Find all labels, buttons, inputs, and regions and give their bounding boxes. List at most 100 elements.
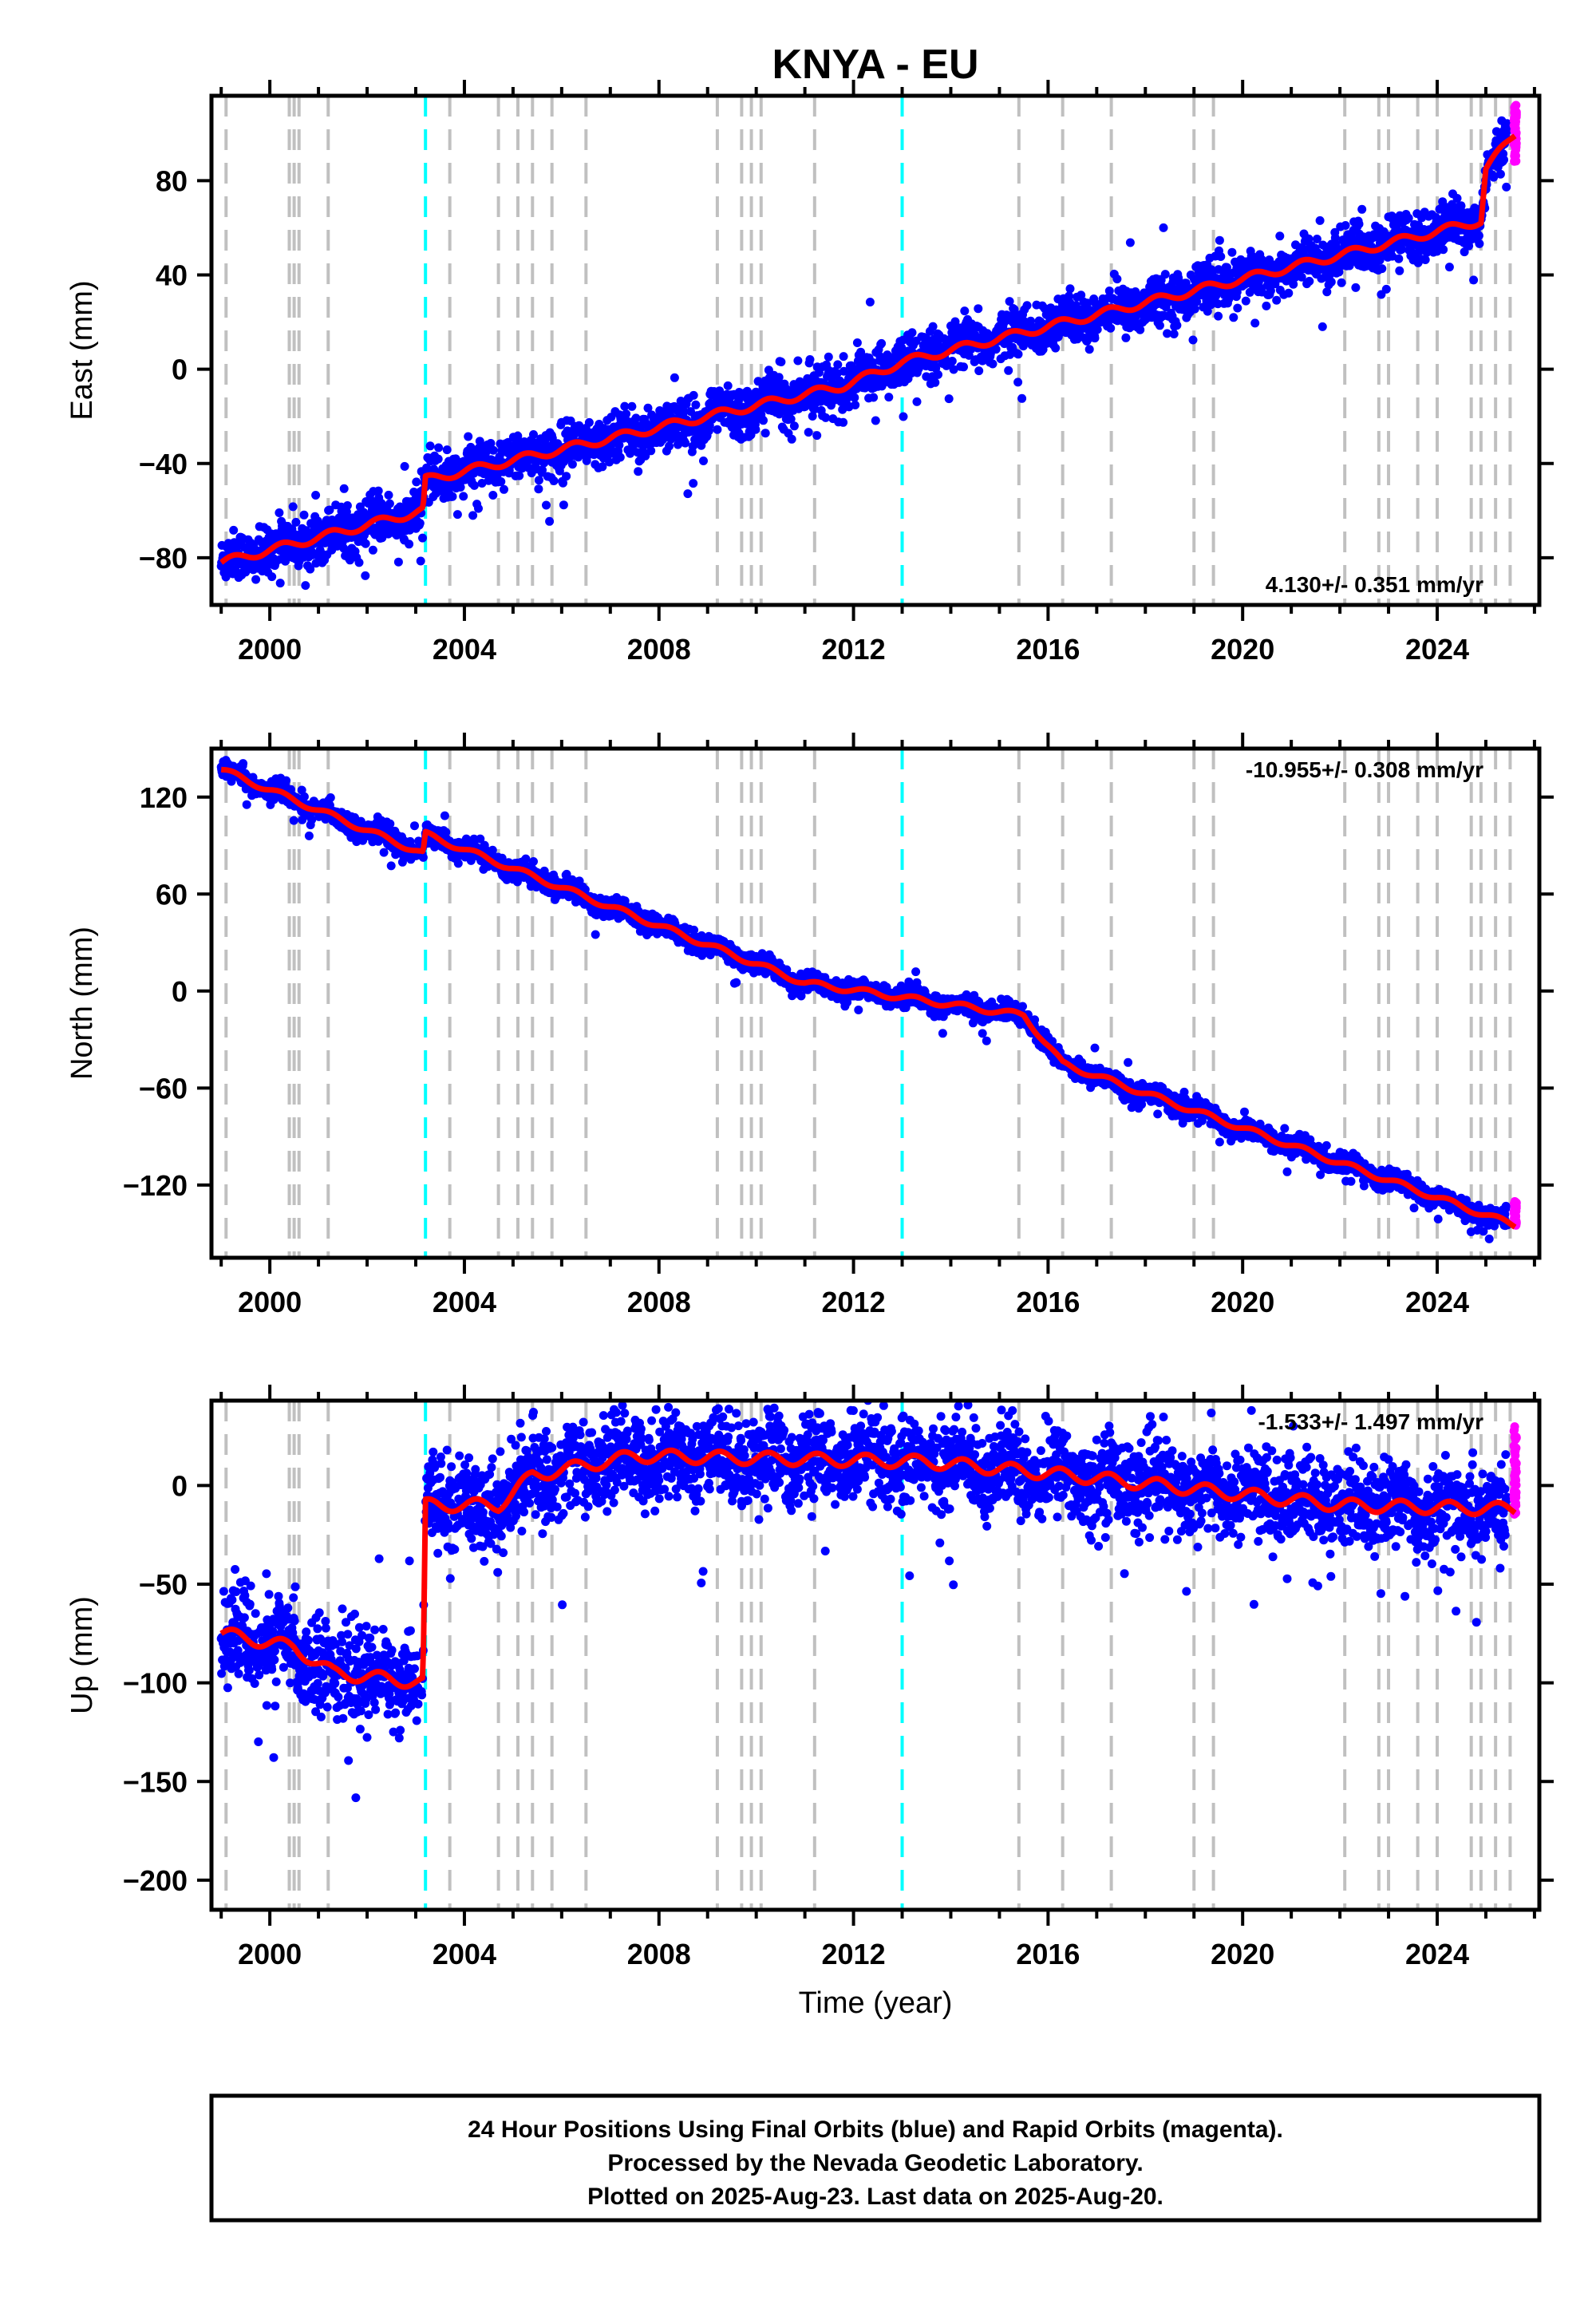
final-orbit-point bbox=[410, 821, 419, 831]
final-orbit-point bbox=[1474, 231, 1483, 240]
final-orbit-point bbox=[434, 443, 444, 453]
final-orbit-point bbox=[812, 431, 822, 441]
final-orbit-point bbox=[477, 479, 487, 488]
final-orbit-point bbox=[1317, 322, 1327, 331]
final-orbit-point bbox=[418, 852, 428, 862]
final-orbit-point bbox=[529, 430, 538, 439]
final-orbit-point bbox=[251, 575, 261, 584]
final-orbit-point bbox=[631, 413, 641, 423]
final-orbit-point bbox=[562, 472, 571, 481]
final-orbit-point bbox=[538, 465, 547, 475]
rapid-orbit-point bbox=[1510, 148, 1519, 157]
final-orbit-point bbox=[723, 381, 733, 390]
final-orbit-point bbox=[1013, 350, 1023, 359]
final-orbit-point bbox=[1233, 303, 1242, 313]
final-orbit-point bbox=[559, 500, 568, 510]
final-orbit-point bbox=[928, 322, 938, 331]
final-orbit-point bbox=[899, 412, 908, 421]
final-orbit-point bbox=[1315, 215, 1325, 225]
y-tick-label: 40 bbox=[156, 259, 188, 291]
final-orbit-point bbox=[1495, 169, 1505, 179]
final-orbit-point bbox=[713, 425, 722, 434]
final-orbit-point bbox=[689, 390, 698, 400]
final-orbit-point bbox=[665, 441, 674, 451]
final-orbit-point bbox=[1241, 296, 1250, 306]
final-orbit-point bbox=[620, 401, 630, 411]
final-orbit-point bbox=[789, 421, 799, 431]
final-orbit-point bbox=[1452, 194, 1462, 203]
final-orbit-point bbox=[385, 499, 394, 508]
final-orbit-point bbox=[1469, 275, 1479, 285]
final-orbit-point bbox=[433, 454, 443, 464]
final-orbit-point bbox=[974, 366, 984, 376]
final-orbit-point bbox=[453, 859, 463, 868]
final-orbit-point bbox=[368, 545, 377, 555]
final-orbit-point bbox=[459, 492, 468, 501]
final-orbit-point bbox=[468, 511, 478, 520]
final-orbit-point bbox=[515, 471, 524, 480]
x-tick-label: 2004 bbox=[433, 633, 496, 666]
final-orbit-point bbox=[529, 857, 538, 866]
final-orbit-point bbox=[1250, 318, 1260, 328]
final-orbit-point bbox=[1377, 264, 1387, 274]
final-orbit-point bbox=[930, 377, 940, 387]
final-orbit-point bbox=[496, 477, 506, 486]
final-orbit-point bbox=[1351, 283, 1361, 292]
final-orbit-point bbox=[622, 409, 631, 419]
final-orbit-point bbox=[288, 502, 298, 512]
final-orbit-point bbox=[393, 557, 403, 567]
final-orbit-point bbox=[641, 451, 650, 460]
final-orbit-point bbox=[851, 401, 860, 409]
final-orbit-point bbox=[373, 486, 383, 496]
final-orbit-point bbox=[1420, 255, 1430, 264]
final-orbit-point bbox=[1305, 276, 1314, 286]
final-orbit-point bbox=[988, 359, 998, 369]
final-orbit-point bbox=[944, 394, 954, 404]
final-orbit-point bbox=[1172, 321, 1182, 330]
final-orbit-point bbox=[1216, 252, 1226, 261]
final-orbit-point bbox=[311, 491, 321, 500]
final-orbit-point bbox=[759, 416, 768, 425]
final-orbit-point bbox=[1188, 335, 1198, 345]
x-tick-label: 2000 bbox=[238, 633, 302, 666]
y-tick-label: −80 bbox=[139, 542, 188, 575]
final-orbit-point bbox=[415, 519, 425, 528]
final-orbit-point bbox=[689, 479, 698, 488]
final-orbit-point bbox=[306, 564, 315, 574]
final-orbit-point bbox=[1090, 334, 1100, 343]
final-orbit-point bbox=[567, 460, 577, 469]
final-orbit-point bbox=[869, 393, 879, 402]
final-orbit-point bbox=[339, 484, 349, 493]
final-orbit-point bbox=[1381, 284, 1391, 294]
final-orbit-point bbox=[793, 356, 803, 366]
final-orbit-point bbox=[304, 831, 314, 840]
final-orbit-point bbox=[384, 490, 393, 500]
final-orbit-point bbox=[1051, 343, 1061, 353]
final-orbit-point bbox=[681, 438, 690, 448]
final-orbit-point bbox=[1169, 330, 1179, 338]
final-orbit-point bbox=[679, 407, 689, 417]
y-tick-label: 0 bbox=[172, 354, 188, 386]
final-orbit-point bbox=[1262, 301, 1271, 310]
final-orbit-point bbox=[521, 854, 531, 864]
final-orbit-point bbox=[776, 358, 786, 366]
rapid-orbit-point bbox=[1510, 126, 1519, 136]
final-orbit-point bbox=[1499, 155, 1508, 164]
final-orbit-point bbox=[221, 572, 231, 582]
x-tick-label: 2012 bbox=[822, 633, 886, 666]
final-orbit-point bbox=[1229, 313, 1238, 322]
final-orbit-point bbox=[416, 556, 425, 566]
final-orbit-point bbox=[751, 425, 760, 434]
final-orbit-point bbox=[301, 581, 310, 591]
final-orbit-point bbox=[877, 338, 887, 348]
final-orbit-point bbox=[1502, 182, 1511, 192]
final-orbit-point bbox=[1121, 333, 1131, 342]
final-orbit-point bbox=[1439, 245, 1448, 255]
final-orbit-point bbox=[627, 401, 637, 411]
final-orbit-point bbox=[239, 759, 248, 769]
final-orbit-point bbox=[1395, 266, 1404, 275]
x-tick-label: 2016 bbox=[1016, 633, 1080, 666]
final-orbit-point bbox=[598, 462, 607, 472]
final-orbit-point bbox=[1084, 345, 1094, 354]
